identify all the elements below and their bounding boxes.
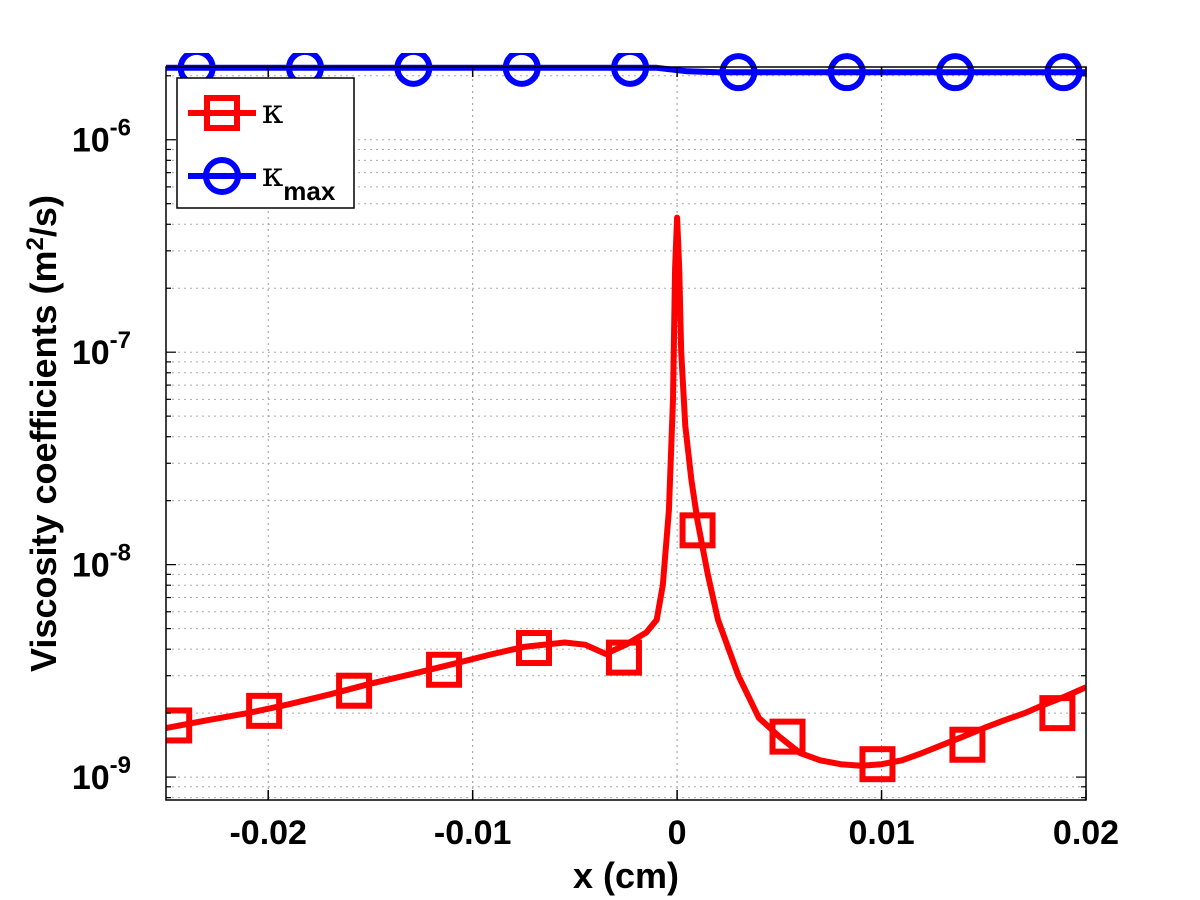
x-tick-label: 0.02 <box>1053 814 1119 852</box>
y-tick-label-base: 10 <box>72 759 110 797</box>
y-tick-label: 10-6 <box>72 115 131 160</box>
data-marker <box>605 639 642 676</box>
x-tick-label: -0.02 <box>229 814 307 852</box>
y-tick-label: 10-7 <box>72 327 131 372</box>
y-tick-label: 10-8 <box>72 540 131 585</box>
x-axis-label: x (cm) <box>573 855 679 896</box>
ticks <box>166 67 1087 800</box>
series-line <box>166 64 1086 76</box>
legend-marker <box>203 157 241 195</box>
x-tick-label: -0.01 <box>434 814 512 852</box>
x-tick-label: 0.01 <box>848 814 914 852</box>
legend-entry: κmax <box>188 155 336 206</box>
data-marker <box>936 53 975 92</box>
data-marker <box>166 707 193 744</box>
y-axis-label-suffix: /s) <box>23 195 64 237</box>
data-marker <box>426 651 463 688</box>
legend-entry: κ <box>188 92 283 132</box>
y-axis-label-prefix: Viscosity coefficients (m <box>23 250 64 672</box>
series-kappa <box>166 214 1086 783</box>
data-marker <box>1039 695 1076 732</box>
y-tick-label-base: 10 <box>72 122 110 160</box>
data-marker <box>859 746 896 783</box>
y-axis-label-sup: 2 <box>22 237 49 250</box>
y-tick-label-exponent: -7 <box>110 327 131 354</box>
data-marker <box>336 672 373 709</box>
y-tick-label-exponent: -8 <box>110 540 131 567</box>
data-marker <box>516 630 552 667</box>
y-axis-label: Viscosity coefficients (m2/s) <box>22 195 65 672</box>
y-tick-label-base: 10 <box>72 334 110 372</box>
data-marker <box>502 53 541 87</box>
legend-label-main: κ <box>262 92 283 132</box>
y-tick-label-exponent: -6 <box>110 115 131 142</box>
legend-label-main: κ <box>262 155 283 195</box>
data-marker <box>719 53 758 92</box>
legend-label: κ <box>262 92 283 132</box>
plot-frame <box>165 66 1087 801</box>
legend-label-sub: max <box>283 176 336 206</box>
y-tick-label-exponent: -9 <box>110 752 131 779</box>
y-tick-label: 10-9 <box>72 752 131 797</box>
data-marker <box>949 726 986 763</box>
y-tick-label-base: 10 <box>72 547 110 585</box>
data-marker <box>394 53 433 87</box>
data-marker <box>611 53 650 87</box>
data-marker <box>769 718 806 755</box>
x-tick-label: 0 <box>668 814 687 852</box>
series-line <box>166 214 1086 769</box>
data-marker <box>679 512 716 549</box>
data-marker <box>827 53 866 92</box>
legend-label: κmax <box>262 155 336 206</box>
legend-marker <box>204 95 240 131</box>
data-marker <box>246 692 283 729</box>
data-marker <box>1044 53 1083 92</box>
